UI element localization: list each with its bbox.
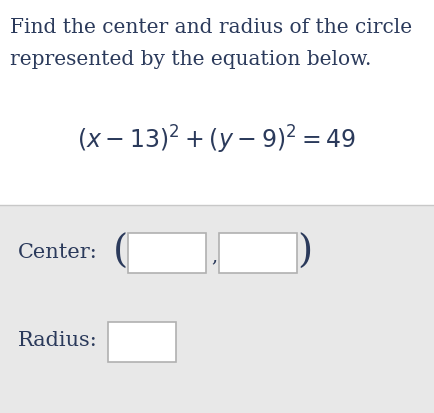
Text: Find the center and radius of the circle: Find the center and radius of the circle bbox=[10, 18, 412, 37]
Text: ): ) bbox=[297, 233, 312, 271]
Text: Center:: Center: bbox=[18, 242, 98, 261]
Text: $(x - 13)^2 + (y - 9)^2 = 49$: $(x - 13)^2 + (y - 9)^2 = 49$ bbox=[77, 124, 357, 156]
FancyBboxPatch shape bbox=[128, 233, 206, 273]
Text: Radius:: Radius: bbox=[18, 330, 98, 349]
Text: represented by the equation below.: represented by the equation below. bbox=[10, 50, 372, 69]
FancyBboxPatch shape bbox=[108, 322, 176, 362]
Text: (: ( bbox=[112, 233, 128, 271]
Bar bbox=[0, 205, 434, 413]
Text: ,: , bbox=[211, 247, 217, 265]
FancyBboxPatch shape bbox=[219, 233, 297, 273]
